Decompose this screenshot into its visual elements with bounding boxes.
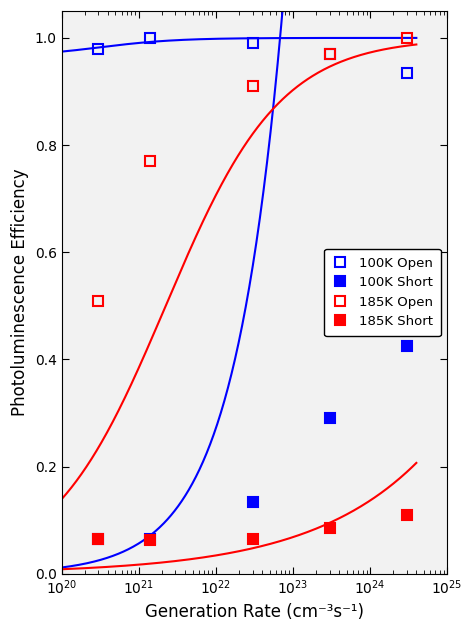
Line: 100K Open: 100K Open bbox=[93, 33, 412, 78]
Line: 100K Short: 100K Short bbox=[93, 341, 412, 544]
100K Open bbox=[95, 45, 101, 52]
185K Short bbox=[404, 511, 410, 519]
185K Open bbox=[404, 34, 410, 42]
100K Open bbox=[404, 69, 410, 76]
100K Short bbox=[250, 498, 255, 506]
Legend: 100K Open, 100K Short, 185K Open, 185K Short: 100K Open, 100K Short, 185K Open, 185K S… bbox=[324, 248, 441, 336]
Line: 185K Open: 185K Open bbox=[93, 33, 412, 305]
100K Open bbox=[250, 39, 255, 47]
185K Short bbox=[147, 537, 153, 544]
100K Short bbox=[327, 415, 333, 422]
185K Short bbox=[95, 535, 101, 543]
100K Open bbox=[327, 50, 333, 58]
100K Short bbox=[147, 535, 153, 543]
185K Short bbox=[250, 535, 255, 543]
100K Open bbox=[147, 34, 153, 42]
Y-axis label: Photoluminescence Efficiency: Photoluminescence Efficiency bbox=[11, 169, 29, 416]
100K Short bbox=[404, 343, 410, 350]
185K Open bbox=[327, 50, 333, 58]
X-axis label: Generation Rate (cm⁻³s⁻¹): Generation Rate (cm⁻³s⁻¹) bbox=[145, 603, 364, 621]
Line: 185K Short: 185K Short bbox=[93, 510, 412, 545]
185K Open bbox=[95, 297, 101, 305]
185K Short bbox=[327, 525, 333, 532]
185K Open bbox=[250, 82, 255, 90]
100K Short bbox=[95, 535, 101, 543]
185K Open bbox=[147, 157, 153, 165]
